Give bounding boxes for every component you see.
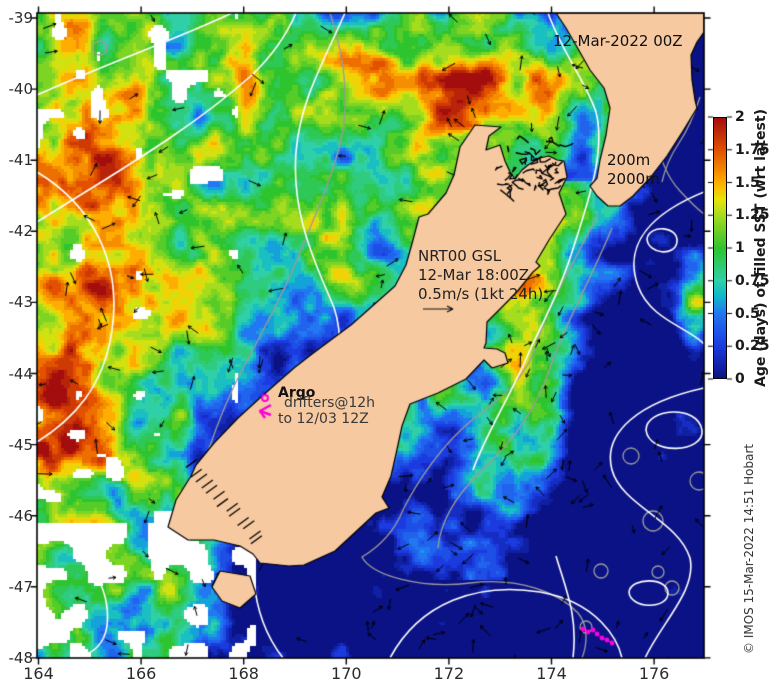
x-tick-label: 166 <box>125 664 157 683</box>
y-tick-label: -44 <box>8 364 34 383</box>
colorbar-tick-label: 0.75 <box>735 272 770 289</box>
colorbar-gradient <box>713 117 727 379</box>
x-tick-label: 172 <box>433 664 465 683</box>
nrt-legend-line3: 0.5m/s (1kt 24h) <box>418 285 544 303</box>
argo-legend-title: Argo <box>278 385 316 401</box>
y-tick-label: -43 <box>8 293 34 312</box>
colorbar-tick-label: 0.25 <box>735 338 770 355</box>
colorbar-tick-label: 1.25 <box>735 207 770 224</box>
nrt-legend: NRT00 GSL 12-Mar 18:00Z 0.5m/s (1kt 24h) <box>418 247 543 304</box>
colorbar-tick-label: 0 <box>735 371 745 387</box>
y-tick-label: -40 <box>8 80 34 99</box>
argo-legend-line2: drifters@12h <box>284 395 376 411</box>
y-tick-label: -42 <box>8 222 34 241</box>
colorbar-title: Age (days) of filled SST (wrt latest) <box>753 109 769 387</box>
x-tick-label: 176 <box>638 664 670 683</box>
bathymetry-2000m-label: 2000m <box>607 170 660 188</box>
argo-legend-line3: to 12/03 12Z <box>278 411 369 427</box>
credit-text: © IMOS 15-Mar-2022 14:51 Hobart <box>742 443 756 655</box>
colorbar-tick-label: 2 <box>735 109 745 125</box>
y-tick-label: -46 <box>8 506 34 525</box>
bathymetry-200m-label: 200m <box>607 151 651 169</box>
x-tick-label: 164 <box>23 664 54 683</box>
nrt-legend-line1: NRT00 GSL <box>418 247 502 265</box>
colorbar-tick-label: 0.5 <box>735 305 760 322</box>
x-tick-label: 170 <box>331 664 362 683</box>
y-tick-label: -39 <box>8 9 34 27</box>
y-tick-label: -45 <box>8 435 34 454</box>
y-tick-label: -47 <box>8 577 34 596</box>
y-tick-label: -48 <box>8 648 34 667</box>
nrt-legend-line2: 12-Mar 18:00Z <box>418 266 530 284</box>
x-tick-label: 174 <box>536 664 567 683</box>
colorbar-tick-label: 1 <box>735 240 745 256</box>
y-tick-label: -41 <box>8 151 34 170</box>
colorbar-tick-label: 1.5 <box>735 174 760 191</box>
x-tick-label: 168 <box>228 664 259 683</box>
analysis-date-label: 12-Mar-2022 00Z <box>553 32 683 50</box>
colorbar-tick-label: 1.75 <box>735 141 770 158</box>
